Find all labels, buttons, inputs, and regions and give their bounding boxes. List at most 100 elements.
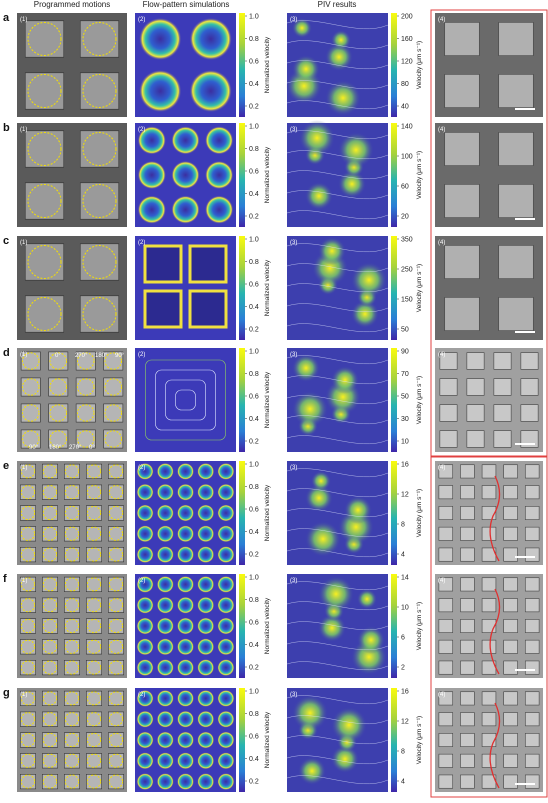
particle-trajectory — [489, 475, 501, 562]
velocity-hotspot — [338, 132, 374, 168]
colorbar — [239, 236, 245, 340]
electrode — [41, 711, 58, 727]
vortex — [136, 752, 154, 770]
electrode — [439, 430, 458, 448]
colorbar-tick-label: 12 — [401, 719, 409, 726]
electrode — [41, 505, 58, 521]
group-border — [430, 456, 548, 798]
panel-number: (3) — [290, 240, 297, 246]
electrode — [444, 22, 480, 56]
panel-number: (3) — [290, 127, 297, 133]
colorbar-tick-label: 60 — [401, 184, 409, 191]
electrode — [524, 691, 540, 706]
motion-path — [27, 184, 62, 218]
electrode — [19, 690, 36, 706]
electrode — [86, 618, 103, 634]
motion-path — [49, 352, 67, 370]
vortex — [217, 689, 235, 707]
electrode — [503, 733, 518, 747]
vortex — [156, 710, 174, 728]
streamline — [286, 243, 389, 253]
velocity-hotspot — [311, 471, 331, 491]
vortex — [137, 126, 166, 155]
angle-label: 0° — [55, 353, 61, 359]
electrode — [439, 352, 458, 370]
streamline — [286, 468, 389, 478]
electrode — [438, 733, 454, 747]
colorbar — [239, 13, 245, 117]
panel-number: (2) — [138, 692, 145, 698]
vortex — [171, 160, 200, 190]
electrode — [524, 464, 540, 479]
electrode — [466, 404, 485, 422]
vortex — [197, 659, 215, 677]
vortex — [156, 596, 174, 614]
velocity-hotspot — [298, 757, 326, 785]
motion-path — [20, 691, 36, 706]
electrode — [439, 378, 458, 396]
motion-path — [77, 378, 95, 396]
electrode — [86, 774, 103, 790]
panel-number: (1) — [20, 127, 27, 133]
motion-path — [42, 639, 58, 654]
colorbar-tick-label: 8 — [401, 749, 405, 756]
velocity-hotspot — [331, 707, 367, 743]
electrode — [460, 691, 475, 706]
colorbar-label: Normalized velocity — [264, 146, 271, 203]
vortex — [217, 462, 235, 480]
colorbar-tick-label: 1.0 — [249, 237, 259, 244]
electrode — [108, 526, 125, 542]
colorbar-label: Normalized velocity — [264, 371, 271, 428]
electrode — [438, 639, 454, 654]
panel-number: (2) — [138, 240, 145, 246]
panel-number: (4) — [438, 465, 445, 471]
streamline — [286, 395, 389, 405]
electrode — [503, 547, 518, 562]
colorbar-tick-label: 0.2 — [249, 552, 259, 559]
electrode — [460, 733, 475, 747]
electrode — [460, 526, 475, 541]
vortex — [136, 525, 154, 543]
vortex — [205, 126, 234, 155]
velocity-hotspot — [325, 80, 361, 116]
colorbar-tick-label: 20 — [401, 214, 409, 221]
vortex — [136, 483, 154, 501]
electrode — [108, 463, 125, 479]
vortex — [177, 617, 194, 635]
electrode — [75, 351, 96, 371]
electrode — [438, 619, 454, 633]
vortex — [197, 710, 215, 728]
electrode — [48, 429, 69, 449]
motion-path — [82, 245, 117, 279]
vortex — [217, 575, 235, 593]
colorbar-tick-label: 0.8 — [249, 484, 259, 491]
colorbar-label: Normalized velocity — [264, 36, 271, 93]
colorbar-tick-label: 2 — [401, 665, 405, 672]
vortex — [217, 596, 235, 614]
streamline — [286, 735, 389, 745]
streamline — [286, 323, 389, 333]
motion-path — [82, 22, 117, 56]
electrode — [19, 484, 36, 500]
vortex — [139, 17, 182, 61]
electrode — [64, 711, 81, 727]
vortex — [139, 69, 182, 113]
electrode — [460, 547, 475, 562]
motion-path — [86, 464, 102, 479]
motion-path — [27, 245, 62, 279]
row-letter: f — [3, 573, 7, 585]
streamline — [286, 263, 389, 273]
electrode — [86, 526, 103, 542]
electrode — [79, 243, 120, 281]
electrode — [524, 526, 540, 541]
vortex — [136, 659, 154, 677]
motion-path — [86, 732, 102, 748]
velocity-hotspot — [318, 237, 346, 265]
electrode — [481, 733, 497, 747]
electrode — [41, 660, 58, 676]
electrode — [41, 484, 58, 500]
simulation — [135, 348, 236, 452]
electrode — [108, 597, 125, 613]
electrode — [48, 403, 69, 423]
streamline — [286, 775, 389, 785]
